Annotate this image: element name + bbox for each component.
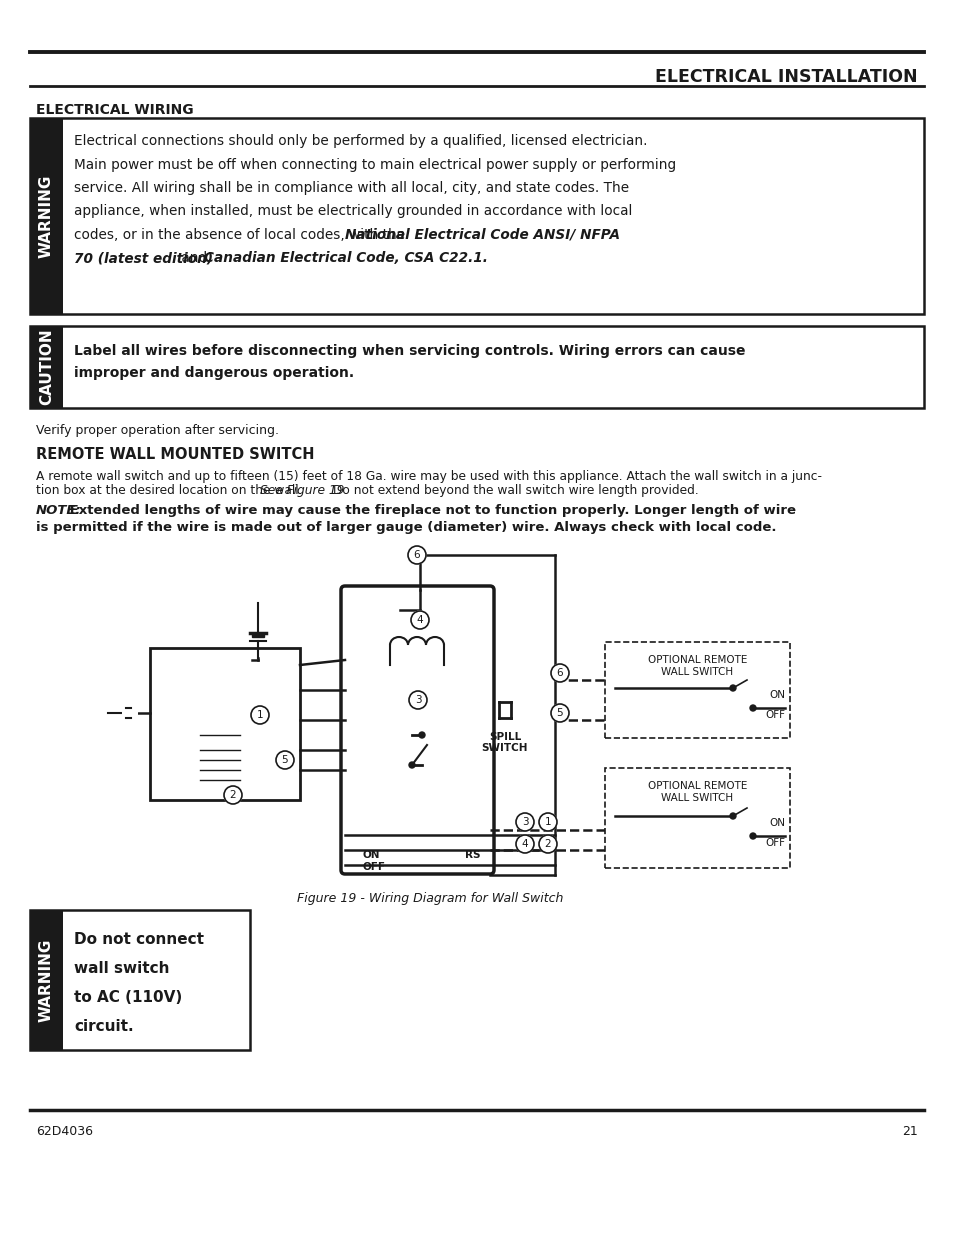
Text: codes, or in the absence of local codes, with the: codes, or in the absence of local codes,… xyxy=(74,228,409,242)
Text: Figure 19 - Wiring Diagram for Wall Switch: Figure 19 - Wiring Diagram for Wall Swit… xyxy=(296,892,562,905)
Text: SWITCH: SWITCH xyxy=(481,743,528,753)
Circle shape xyxy=(162,742,178,758)
Bar xyxy=(30,119,923,314)
Circle shape xyxy=(538,813,557,831)
Bar xyxy=(30,910,63,1050)
Text: ELECTRICAL INSTALLATION: ELECTRICAL INSTALLATION xyxy=(655,68,917,86)
Circle shape xyxy=(418,732,424,739)
Text: 5: 5 xyxy=(281,755,288,764)
Text: ON: ON xyxy=(768,690,784,700)
Text: OPTIONAL REMOTE: OPTIONAL REMOTE xyxy=(647,655,746,664)
Text: WARNING: WARNING xyxy=(39,939,54,1021)
Circle shape xyxy=(165,764,174,776)
Text: NOTE:: NOTE: xyxy=(36,504,82,517)
Text: WALL SWITCH: WALL SWITCH xyxy=(660,667,733,677)
Bar xyxy=(252,634,264,637)
Text: OFF: OFF xyxy=(764,839,784,848)
Text: 21: 21 xyxy=(902,1125,917,1137)
Text: 1: 1 xyxy=(256,710,263,720)
Bar xyxy=(30,119,63,314)
Text: 2: 2 xyxy=(544,839,551,848)
Text: ON: ON xyxy=(363,850,380,860)
Text: Extended lengths of wire may cause the fireplace not to function properly. Longe: Extended lengths of wire may cause the f… xyxy=(65,504,795,517)
Circle shape xyxy=(411,611,429,629)
Text: Electrical connections should only be performed by a qualified, licensed electri: Electrical connections should only be pe… xyxy=(74,135,647,148)
Text: to AC (110V): to AC (110V) xyxy=(74,990,182,1005)
Text: circuit.: circuit. xyxy=(74,1019,133,1034)
Text: and: and xyxy=(177,252,212,266)
Circle shape xyxy=(729,685,735,692)
Text: REMOTE WALL MOUNTED SWITCH: REMOTE WALL MOUNTED SWITCH xyxy=(36,447,314,462)
Text: WALL SWITCH: WALL SWITCH xyxy=(660,793,733,803)
Circle shape xyxy=(516,813,534,831)
Text: 62D4036: 62D4036 xyxy=(36,1125,92,1137)
Circle shape xyxy=(251,706,269,724)
Text: is permitted if the wire is made out of larger gauge (diameter) wire. Always che: is permitted if the wire is made out of … xyxy=(36,521,776,534)
Ellipse shape xyxy=(123,701,137,724)
Text: 3: 3 xyxy=(415,695,421,705)
Circle shape xyxy=(408,546,426,564)
Circle shape xyxy=(749,832,755,839)
Text: Do not extend beyond the wall switch wire length provided.: Do not extend beyond the wall switch wir… xyxy=(329,484,698,496)
Text: WARNING: WARNING xyxy=(39,174,54,258)
Text: 1: 1 xyxy=(544,818,551,827)
Text: 6: 6 xyxy=(557,668,562,678)
Bar xyxy=(30,326,923,408)
Text: A remote wall switch and up to fifteen (15) feet of 18 Ga. wire may be used with: A remote wall switch and up to fifteen (… xyxy=(36,471,821,483)
Text: OPTIONAL REMOTE: OPTIONAL REMOTE xyxy=(647,781,746,790)
Text: See Figure 19.: See Figure 19. xyxy=(260,484,349,496)
Text: appliance, when installed, must be electrically grounded in accordance with loca: appliance, when installed, must be elect… xyxy=(74,205,632,219)
Bar xyxy=(30,910,250,1050)
Text: Main power must be off when connecting to main electrical power supply or perfor: Main power must be off when connecting t… xyxy=(74,158,676,172)
Bar xyxy=(604,768,789,868)
Circle shape xyxy=(224,785,242,804)
Text: Canadian Electrical Code, CSA C22.1.: Canadian Electrical Code, CSA C22.1. xyxy=(204,252,487,266)
Circle shape xyxy=(516,835,534,853)
Text: improper and dangerous operation.: improper and dangerous operation. xyxy=(74,366,354,380)
Text: 5: 5 xyxy=(557,708,562,718)
Text: 4: 4 xyxy=(416,615,423,625)
Text: ON: ON xyxy=(768,818,784,827)
Circle shape xyxy=(551,664,568,682)
Circle shape xyxy=(749,705,755,711)
Text: 3: 3 xyxy=(521,818,528,827)
Text: 6: 6 xyxy=(414,550,420,559)
Bar xyxy=(150,648,299,800)
Text: 2: 2 xyxy=(230,790,236,800)
Text: National Electrical Code ANSI/ NFPA: National Electrical Code ANSI/ NFPA xyxy=(345,228,619,242)
Bar xyxy=(604,642,789,739)
Text: wall switch: wall switch xyxy=(74,961,170,976)
Circle shape xyxy=(409,692,427,709)
FancyBboxPatch shape xyxy=(340,585,494,874)
Text: SPILL: SPILL xyxy=(488,732,520,742)
Text: service. All wiring shall be in compliance with all local, city, and state codes: service. All wiring shall be in complian… xyxy=(74,182,628,195)
Circle shape xyxy=(275,751,294,769)
Text: Label all wires before disconnecting when servicing controls. Wiring errors can : Label all wires before disconnecting whe… xyxy=(74,345,744,358)
Circle shape xyxy=(538,835,557,853)
Text: 4: 4 xyxy=(521,839,528,848)
Circle shape xyxy=(729,813,735,819)
Text: 70 (latest edition): 70 (latest edition) xyxy=(74,252,213,266)
Text: RS: RS xyxy=(464,850,480,860)
Text: tion box at the desired location on the wall.: tion box at the desired location on the … xyxy=(36,484,306,496)
Circle shape xyxy=(409,762,415,768)
Bar xyxy=(30,326,63,408)
Text: OFF: OFF xyxy=(363,862,386,872)
Text: ELECTRICAL WIRING: ELECTRICAL WIRING xyxy=(36,103,193,117)
Text: Do not connect: Do not connect xyxy=(74,932,204,947)
Text: CAUTION: CAUTION xyxy=(39,329,54,405)
Circle shape xyxy=(551,704,568,722)
Text: Verify proper operation after servicing.: Verify proper operation after servicing. xyxy=(36,424,278,437)
Text: OFF: OFF xyxy=(764,710,784,720)
